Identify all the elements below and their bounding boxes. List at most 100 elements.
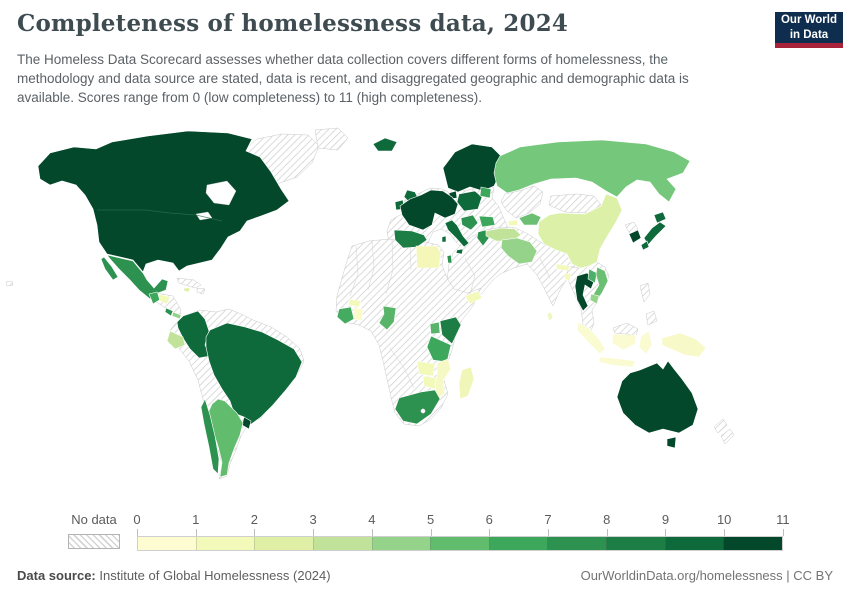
region-baltics[interactable] [479, 186, 492, 199]
region-papua-new-guinea[interactable] [661, 332, 707, 358]
region-honduras[interactable] [157, 293, 171, 305]
region-indonesia-java[interactable] [598, 356, 636, 368]
region-canada-usa[interactable] [37, 130, 290, 273]
region-chile[interactable] [200, 398, 220, 475]
footer-source-text[interactable]: Institute of Global Homelessness (2024) [99, 568, 331, 583]
legend-color-bar [137, 536, 783, 551]
region-new-zealand-north[interactable] [713, 418, 728, 434]
region-spain[interactable] [393, 229, 428, 249]
region-south-africa[interactable] [394, 389, 441, 425]
region-bangladesh[interactable] [563, 272, 572, 282]
region-cuba[interactable] [176, 277, 202, 289]
region-kenya[interactable] [439, 316, 462, 345]
legend-tick-label-0: 0 [133, 512, 141, 527]
region-yemen[interactable] [464, 290, 483, 305]
legend-tick-mark [665, 529, 667, 536]
region-new-zealand-south[interactable] [720, 428, 735, 445]
legend-segment-8[interactable] [606, 537, 665, 550]
region-ghana[interactable] [353, 307, 364, 322]
legend-tick-mark [489, 529, 491, 536]
region-middle-east-south-asia-base[interactable] [446, 226, 577, 307]
legend-tick-label-10: 10 [716, 512, 732, 527]
region-mozambique[interactable] [434, 358, 452, 400]
owid-logo-line2: in Data [789, 28, 829, 41]
region-north-korea[interactable] [624, 221, 639, 235]
world-choropleth-map[interactable] [0, 118, 850, 510]
region-burkina-faso[interactable] [348, 298, 362, 308]
region-hawaii[interactable] [5, 280, 14, 287]
owid-logo[interactable]: Our World in Data [775, 12, 843, 48]
region-nepal[interactable] [555, 263, 571, 272]
legend-segment-5[interactable] [430, 537, 489, 550]
region-uganda[interactable] [429, 321, 441, 335]
region-philippines-luzon[interactable] [639, 282, 651, 303]
region-zimbabwe[interactable] [422, 375, 438, 390]
region-madagascar[interactable] [458, 366, 475, 400]
region-tanzania[interactable] [426, 335, 452, 363]
region-central-asia-green[interactable] [518, 212, 542, 226]
region-australia[interactable] [616, 360, 699, 434]
region-italy-sardinia[interactable] [441, 235, 447, 243]
region-iran[interactable] [500, 237, 538, 265]
region-africa-base[interactable] [335, 238, 482, 427]
region-poland[interactable] [456, 190, 483, 212]
region-romania[interactable] [478, 215, 496, 228]
legend-segment-4[interactable] [371, 537, 431, 550]
legend-segment-2[interactable] [254, 537, 313, 550]
legend-segment-0[interactable] [138, 537, 196, 550]
legend-segment-9[interactable] [664, 537, 724, 550]
region-italy[interactable] [444, 219, 470, 248]
page-title: Completeness of homelessness data, 2024 [17, 10, 569, 37]
region-argentina[interactable] [207, 398, 244, 478]
legend-segment-7[interactable] [547, 537, 607, 550]
region-mexico[interactable] [106, 254, 169, 300]
region-laos[interactable] [587, 268, 598, 284]
region-scandinavia[interactable] [442, 143, 504, 193]
region-hispaniola[interactable] [196, 287, 206, 295]
region-cambodia[interactable] [589, 293, 600, 305]
legend-no-data-swatch[interactable] [68, 534, 120, 549]
region-zambia[interactable] [416, 360, 436, 377]
legend-segment-1[interactable] [195, 537, 255, 550]
region-mexico-baja[interactable] [100, 256, 119, 281]
legend-tick-mark [254, 529, 256, 536]
legend-segment-3[interactable] [312, 537, 372, 550]
legend-tick-label-7: 7 [544, 512, 552, 527]
footer-source-label: Data source: [17, 568, 96, 583]
region-philippines-mindanao[interactable] [645, 310, 658, 326]
region-central-europe[interactable] [399, 189, 459, 231]
region-svalbard[interactable] [314, 127, 349, 151]
region-indonesia-sulawesi[interactable] [638, 330, 653, 355]
region-japan-hokkaido[interactable] [653, 211, 667, 224]
region-kazakhstan[interactable] [500, 185, 544, 219]
lesotho-cutout [420, 408, 426, 414]
region-china[interactable] [537, 193, 623, 269]
region-costa-rica[interactable] [164, 307, 174, 317]
region-balkans[interactable] [460, 214, 479, 231]
region-egypt[interactable] [415, 245, 442, 269]
region-georgia[interactable] [507, 219, 519, 227]
region-ecuador[interactable] [166, 330, 186, 350]
region-japan-kyushu[interactable] [640, 240, 650, 251]
region-brazil[interactable] [205, 322, 303, 426]
region-israel[interactable] [446, 254, 453, 264]
legend-segment-10[interactable] [723, 537, 783, 550]
region-colombia[interactable] [176, 310, 211, 359]
legend-segment-6[interactable] [488, 537, 548, 550]
region-russia[interactable] [493, 139, 691, 203]
region-ivory-coast[interactable] [336, 306, 355, 325]
region-iceland[interactable] [372, 137, 398, 152]
region-south-korea[interactable] [628, 229, 642, 244]
region-indonesia-borneo[interactable] [611, 333, 637, 351]
legend-tick-mark [724, 529, 726, 536]
footer-credit[interactable]: OurWorldinData.org/homelessness | CC BY [580, 568, 833, 583]
region-cameroon[interactable] [378, 305, 397, 331]
region-sri-lanka[interactable] [546, 311, 554, 322]
region-australia-tasmania[interactable] [666, 436, 677, 449]
region-malaysia-north-borneo[interactable] [612, 322, 639, 336]
legend-tick-label-2: 2 [250, 512, 259, 527]
region-italy-sicily[interactable] [455, 248, 464, 255]
region-jamaica[interactable] [183, 287, 191, 293]
data-regions[interactable] [37, 130, 707, 478]
region-indonesia-sumatra[interactable] [576, 321, 606, 355]
